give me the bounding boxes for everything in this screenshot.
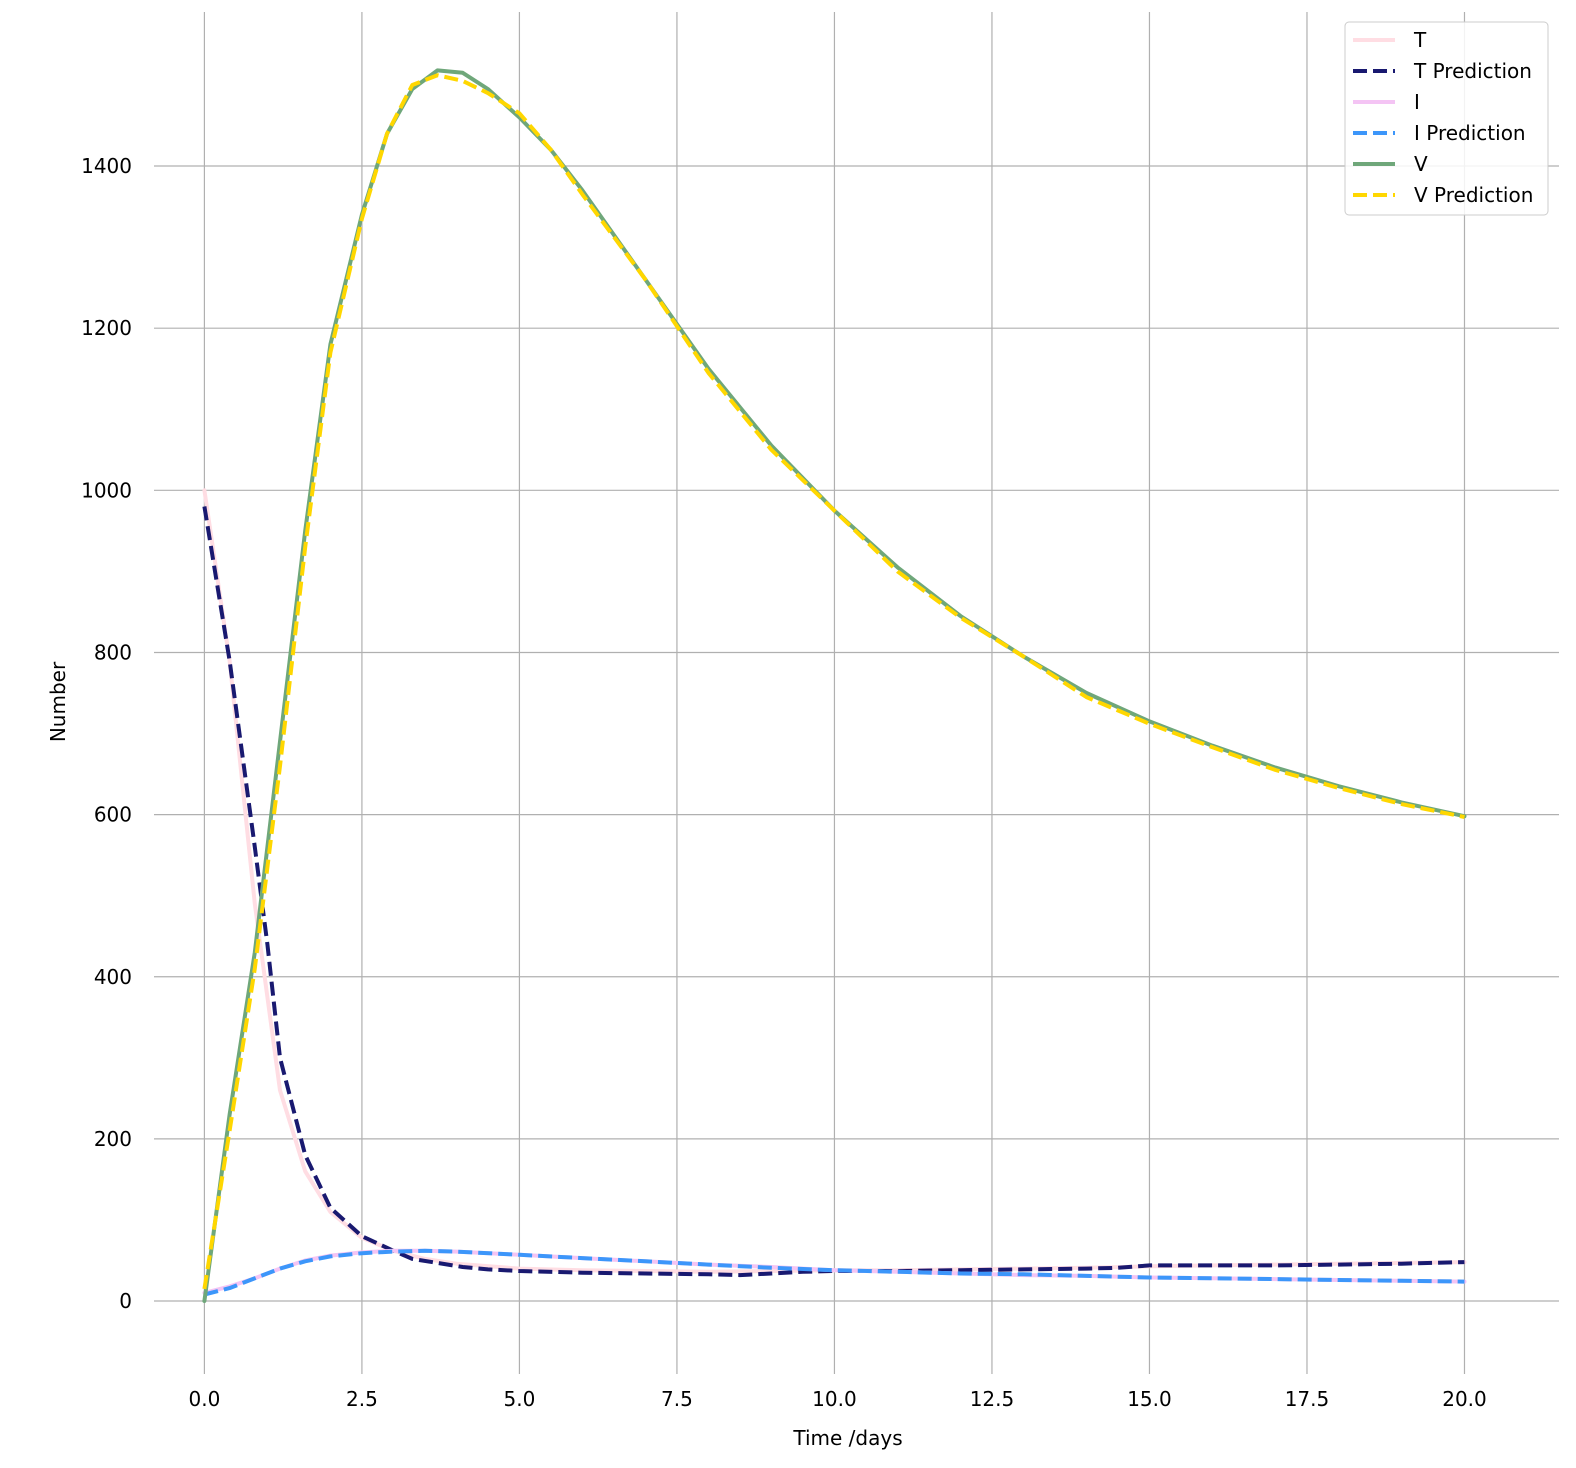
x-tick-label: 7.5 [661,1387,693,1411]
y-tick-label: 400 [94,965,132,989]
x-tick-label: 10.0 [812,1387,857,1411]
x-tick-label: 17.5 [1285,1387,1330,1411]
series-line-v-prediction [202,73,1465,1290]
y-axis-label: Number [46,661,70,742]
x-tick-label: 0.0 [188,1387,220,1411]
series-lines [202,68,1467,1303]
y-tick-label: 1200 [81,316,132,340]
x-axis-label: Time /days [792,1426,902,1450]
legend-label-t-prediction: T Prediction [1413,59,1532,83]
y-tick-label: 800 [94,640,132,664]
legend-label-t: T [1413,28,1427,52]
legend-box [1344,21,1549,216]
tick-labels: 0.0 2.5 5.0 7.5 10.0 12.5 15.0 17.5 20.0 0 200 400 6… [81,154,1487,1411]
y-tick-label: 0 [119,1289,132,1313]
x-tick-label: 12.5 [970,1387,1015,1411]
legend-label-i-prediction: I Prediction [1414,121,1526,145]
x-tick-label: 5.0 [504,1387,536,1411]
legend: T T Prediction I I Prediction V V Prediction [1344,21,1549,216]
x-tick-label: 2.5 [346,1387,378,1411]
legend-label-i: I [1414,90,1420,114]
y-tick-label: 600 [94,803,132,827]
x-tick-label: 15.0 [1127,1387,1172,1411]
series-line-i-prediction [203,1248,1465,1297]
legend-label-v-prediction: V Prediction [1414,183,1533,207]
x-tick-label: 20.0 [1442,1387,1487,1411]
series-line-t-prediction [202,506,1465,1278]
legend-label-v: V [1414,152,1428,176]
grid [154,12,1559,1374]
y-tick-label: 1000 [81,478,132,502]
y-tick-label: 200 [94,1127,132,1151]
y-tick-label: 1400 [81,154,132,178]
